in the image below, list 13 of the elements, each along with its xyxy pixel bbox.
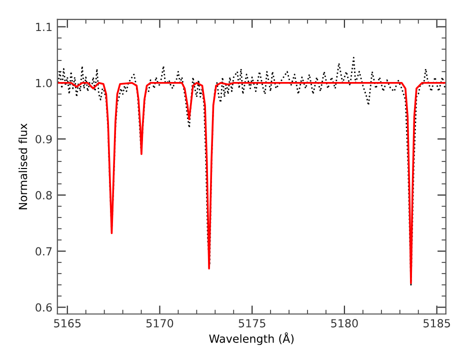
y-tick-label: 0.7 xyxy=(36,247,52,256)
x-tick-label: 5180 xyxy=(331,319,358,328)
x-tick-label: 5175 xyxy=(238,319,266,328)
y-tick-label: 1.1 xyxy=(36,22,52,31)
x-tick-label: 5185 xyxy=(424,319,450,328)
x-axis-title: Wavelength (Å) xyxy=(209,332,294,346)
x-tick-label: 5170 xyxy=(146,319,174,328)
x-tick-label: 5165 xyxy=(54,319,81,328)
y-tick-label: 0.9 xyxy=(36,134,52,144)
y-tick-label: 0.8 xyxy=(36,191,52,200)
y-tick-label: 0.6 xyxy=(36,303,52,312)
y-axis-title: Normalised flux xyxy=(18,124,28,210)
y-tick-label: 1.0 xyxy=(36,78,52,88)
